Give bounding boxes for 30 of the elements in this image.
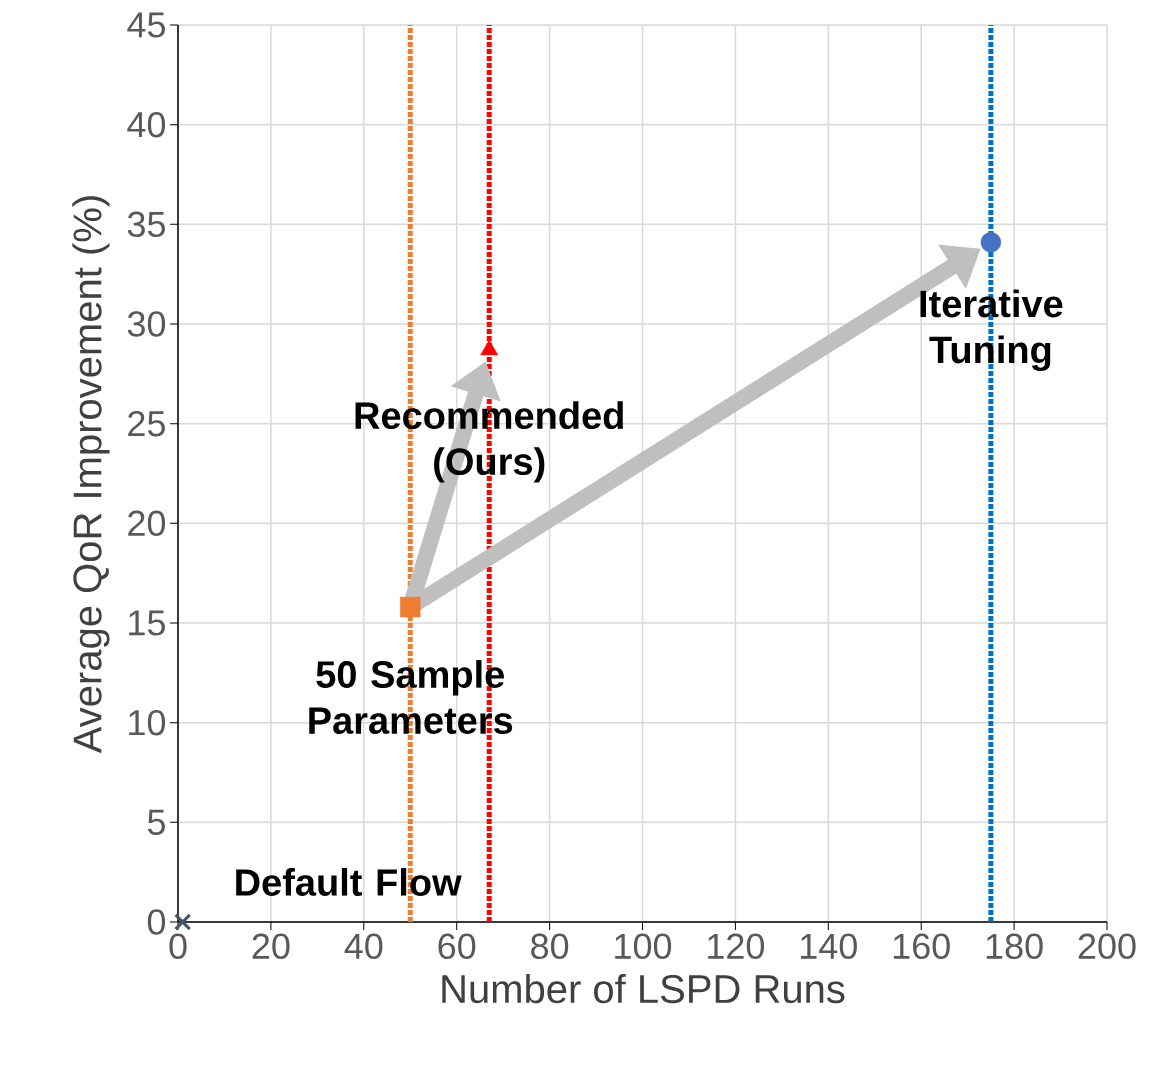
y-tick-label: 5 (147, 809, 165, 835)
annotation: 50 Sample Parameters (309, 660, 513, 735)
x-tick-label: 120 (708, 933, 765, 960)
y-tick-label: 25 (128, 410, 165, 437)
y-tick-label: 15 (129, 610, 165, 636)
y-axis-title: Average QoR Improvement (%) (72, 196, 110, 754)
y-tick-label: 30 (127, 311, 166, 337)
y-tick-label: 40 (127, 111, 166, 138)
point (400, 596, 421, 618)
x-tick-label: 20 (252, 933, 290, 960)
x-tick-label: 0 (169, 933, 187, 960)
y-tick-label: 45 (127, 12, 165, 38)
annotation: Iterative Tuning (920, 289, 1063, 372)
y-tick-label: 0 (147, 909, 166, 935)
y-tick-label: 10 (129, 709, 166, 736)
annotation: Default Flow (236, 868, 462, 896)
point (174, 913, 192, 931)
x-tick-label: 100 (615, 933, 672, 960)
x-tick-label: 80 (531, 933, 569, 960)
x-tick-label: 160 (893, 933, 950, 960)
y-tick-label: 35 (127, 211, 165, 238)
annotation: Recommended (Ours) (355, 401, 623, 483)
y-tick-label: 20 (128, 510, 166, 537)
x-tick-label: 60 (438, 933, 476, 960)
x-tick-label: 140 (801, 933, 857, 960)
x-tick-label: 40 (344, 933, 383, 960)
x-axis-title: Number of LSPD Runs (442, 973, 845, 1004)
point (980, 232, 1002, 253)
x-tick-label: 180 (986, 933, 1043, 960)
x-tick-label: 200 (1078, 933, 1136, 960)
